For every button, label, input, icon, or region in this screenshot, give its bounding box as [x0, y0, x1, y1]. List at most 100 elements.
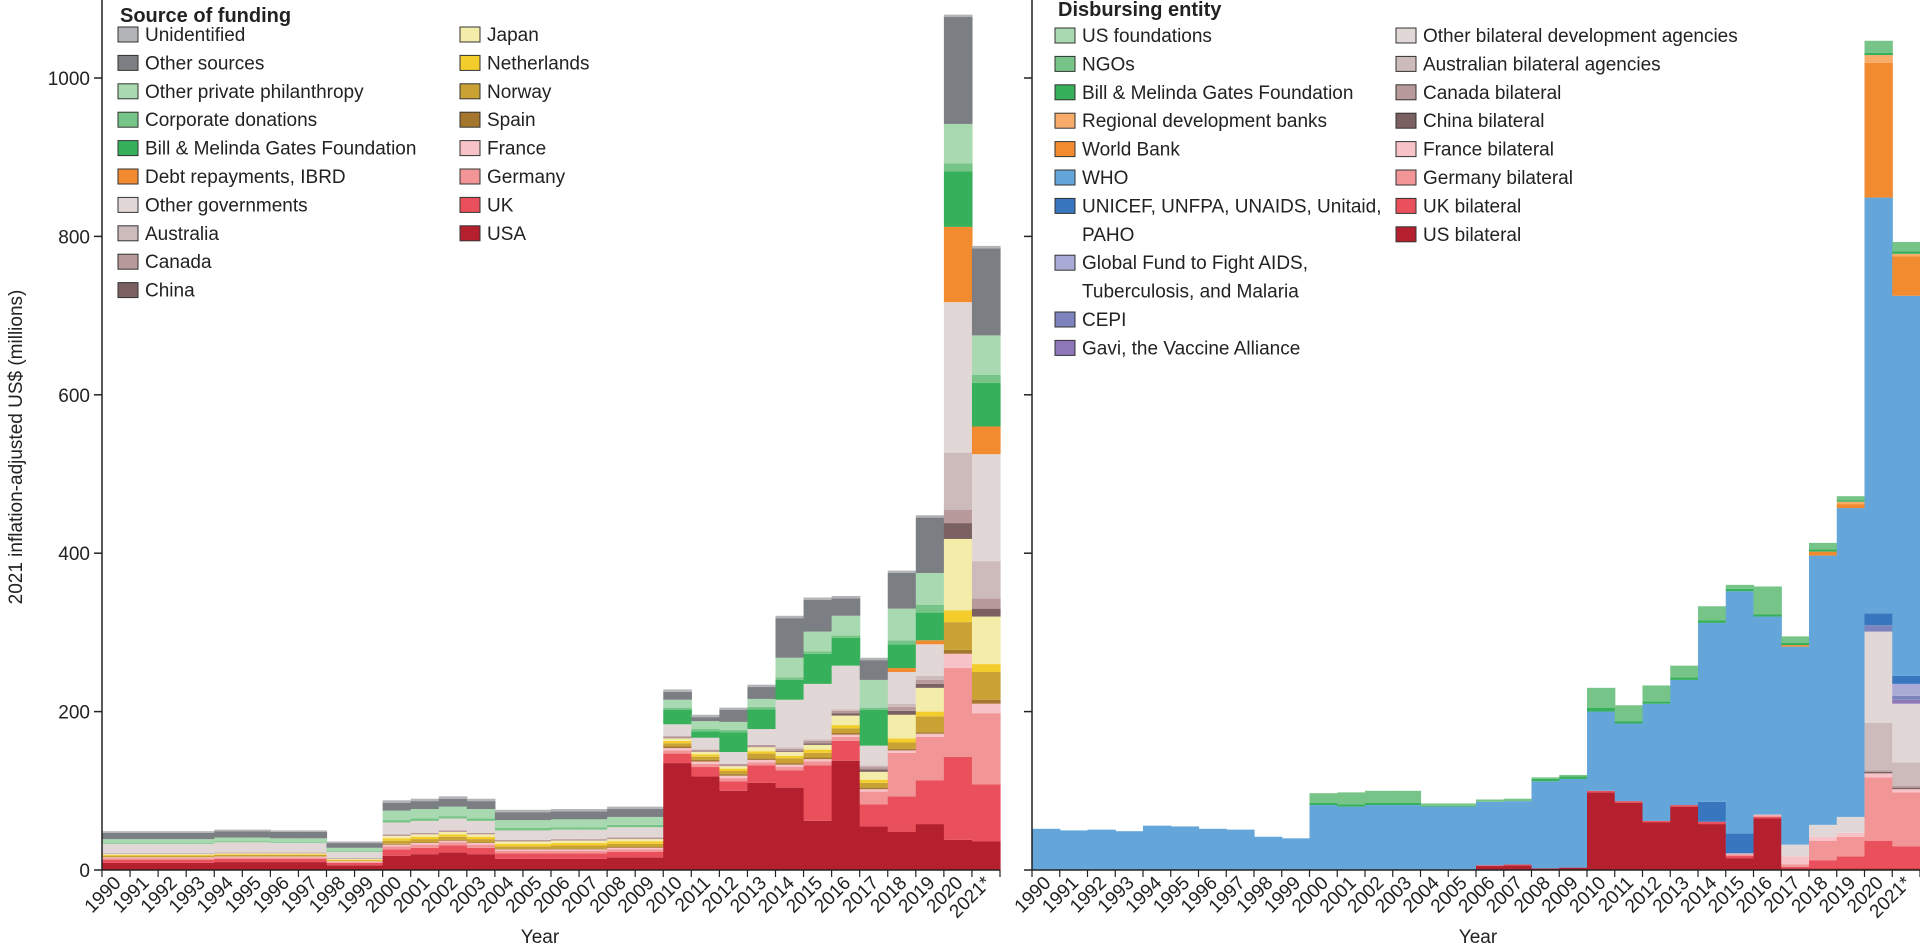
bar-segment-bill-melinda-gates-foundation-2002 — [1365, 802, 1394, 806]
bar-segment-netherlands-2012 — [719, 768, 749, 771]
bar-segment-uk-1998 — [326, 862, 356, 866]
legend-label: UK — [487, 195, 514, 216]
bar-segment-other-private-philanthropy-2020 — [943, 123, 973, 164]
bar-segment-unidentified-1996 — [270, 830, 300, 832]
bar-segment-us-bilateral-2010 — [1587, 792, 1616, 870]
bar-segment-spain-2014 — [775, 763, 805, 765]
bar-segment-unidentified-1993 — [186, 831, 215, 833]
bar-segment-who-1992 — [1087, 829, 1116, 870]
bar-segment-ngos-2015 — [1725, 584, 1755, 589]
bar-segment-japan-2002 — [438, 831, 468, 835]
bar-segment-canada-2019 — [915, 679, 945, 684]
bar-segment-other-governments-2012 — [719, 751, 749, 764]
bar-segment-netherlands-2003 — [466, 836, 496, 840]
bar-segment-other-private-philanthropy-2014 — [775, 657, 805, 678]
bar-segment-other-sources-1995 — [242, 831, 271, 838]
bar-segment-unidentified-2002 — [438, 796, 468, 799]
bar-segment-global-fund-to-fight-aids-tuberculosis-and-malaria-2021 — [1892, 683, 1920, 696]
bar-segment-netherlands-1995 — [242, 854, 271, 855]
bar-segment-uk-1994 — [214, 858, 243, 863]
bar-segment-uk-2005 — [522, 853, 552, 859]
legend-label: USA — [487, 224, 526, 245]
bar-segment-japan-1995 — [242, 853, 271, 855]
bar-segment-uk-bilateral-2018 — [1809, 860, 1838, 869]
bar-segment-canada-1991 — [130, 853, 159, 855]
bar-segment-norway-2000 — [382, 840, 412, 844]
bar-segment-france-1993 — [186, 857, 215, 859]
bar-segment-china-bilateral-2021 — [1892, 787, 1920, 790]
bar-segment-france-2012 — [719, 775, 749, 779]
bar-segment-france-1999 — [354, 861, 384, 863]
bar-segment-france-1996 — [270, 856, 300, 858]
bar-segment-other-governments-1999 — [354, 851, 384, 859]
bar-segment-unidentified-2020 — [943, 14, 973, 18]
legend-swatch — [459, 140, 481, 157]
bar-segment-us-bilateral-2015 — [1725, 858, 1755, 870]
bar-segment-japan-1991 — [130, 854, 159, 855]
legend-label: UK bilateral — [1423, 196, 1521, 217]
bar-segment-france-2002 — [438, 840, 468, 843]
y-tick-label: 800 — [58, 227, 90, 248]
bar-segment-spain-2013 — [747, 758, 777, 760]
bar-segment-japan-2014 — [775, 751, 805, 756]
bar-segment-uk-2009 — [635, 851, 664, 858]
bar-segment-uk-1993 — [186, 859, 215, 863]
bar-segment-other-sources-2004 — [494, 812, 524, 821]
bar-segment-corporate-donations-2012 — [719, 729, 749, 733]
bar-segment-usa-2004 — [494, 858, 524, 870]
legend-swatch — [1054, 169, 1076, 186]
legend-label: Global Fund to Fight AIDS, Tuberculosis, … — [1082, 253, 1308, 302]
bar-segment-corporate-donations-2011 — [691, 729, 720, 732]
bar-segment-who-1991 — [1059, 830, 1089, 870]
bar-segment-spain-2004 — [494, 848, 524, 850]
legend-label: France bilateral — [1423, 140, 1554, 161]
bar-segment-germany-bilateral-2020 — [1864, 777, 1893, 841]
bar-segment-canada-2011 — [691, 749, 720, 752]
bar-segment-other-governments-2000 — [382, 822, 412, 835]
bar-segment-netherlands-1994 — [214, 854, 243, 855]
bar-segment-who-1990 — [1032, 828, 1061, 870]
bar-segment-canada-1992 — [158, 853, 187, 855]
bar-segment-ngos-2011 — [1614, 705, 1644, 722]
bar-segment-other-bilateral-development-agencies-2018 — [1809, 824, 1838, 837]
bar-segment-canada-2008 — [607, 837, 636, 840]
bar-segment-spain-2003 — [466, 842, 496, 844]
legend-item-france-bilateral: France bilateral — [1395, 140, 1554, 161]
bar-segment-other-governments-2002 — [438, 818, 468, 831]
bar-segment-ngos-2009 — [1559, 774, 1588, 777]
legend-item-us-bilateral: US bilateral — [1395, 225, 1521, 246]
bar-segment-other-governments-1993 — [186, 843, 215, 854]
bar-segment-us-bilateral-2019 — [1836, 868, 1866, 870]
bar-segment-bill-melinda-gates-foundation-2015 — [803, 653, 833, 684]
bar-segment-us-bilateral-2018 — [1809, 868, 1838, 870]
bar-segment-other-governments-2018 — [887, 672, 917, 704]
bar-segment-other-governments-1998 — [326, 851, 356, 859]
bar-segment-unidentified-2019 — [915, 515, 945, 518]
bar-segment-germany-1991 — [130, 858, 159, 860]
bar-segment-usa-1990 — [102, 862, 131, 870]
bar-segment-spain-2005 — [522, 848, 552, 850]
bar-segment-china-2014 — [775, 751, 805, 752]
bar-segment-canada-2003 — [466, 832, 496, 835]
bar-segment-canada-1993 — [186, 853, 215, 855]
bar-segment-who-2011 — [1614, 723, 1644, 802]
legend-item-us-foundations: US foundations — [1054, 26, 1212, 47]
bar-segment-australian-bilateral-agencies-2020 — [1864, 722, 1893, 771]
bar-segment-other-sources-2010 — [663, 691, 692, 700]
bar-segment-corporate-donations-2004 — [494, 828, 524, 831]
bar-segment-corporate-donations-2001 — [410, 818, 440, 821]
bar-segment-france-2018 — [887, 750, 917, 753]
bar-segment-germany-2003 — [466, 844, 496, 848]
bar-segment-usa-2019 — [915, 824, 945, 870]
bar-segment-norway-2016 — [831, 728, 861, 733]
bar-segment-other-private-philanthropy-2010 — [663, 699, 692, 708]
bar-segment-uk-2014 — [775, 770, 805, 788]
bar-segment-usa-2010 — [663, 763, 692, 870]
legend-label: CEPI — [1082, 310, 1126, 331]
bar-segment-netherlands-2006 — [551, 843, 580, 846]
bar-segment-other-governments-2004 — [494, 830, 524, 840]
bar-segment-other-private-philanthropy-1992 — [158, 839, 187, 844]
bar-segment-unicef-unfpa-unaids-unitaid-paho-2015 — [1725, 833, 1755, 854]
bar-segment-canada-1996 — [270, 852, 300, 854]
bar-segment-netherlands-1993 — [186, 854, 215, 856]
